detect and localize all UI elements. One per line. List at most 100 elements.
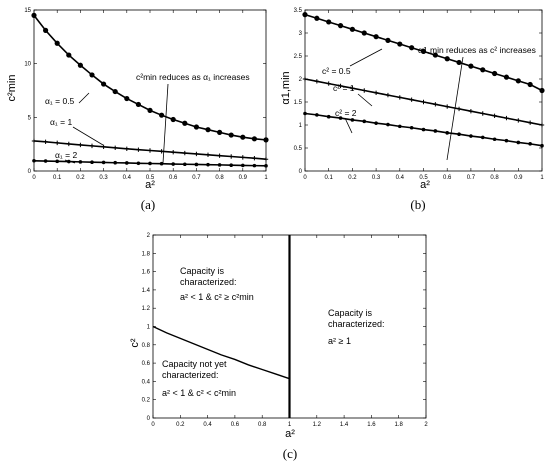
b-series-1-point [362, 88, 367, 93]
b-series-1-point [445, 104, 450, 109]
b-series-1-point [302, 76, 308, 82]
a-series-2-point [32, 159, 36, 163]
b-caption: (b) [410, 197, 425, 212]
c-ytick-label: 1.8 [142, 251, 151, 257]
b-series-0-point [456, 59, 462, 66]
a-series-2-point [159, 161, 164, 166]
b-series-0-point [468, 63, 474, 69]
b-xtick-label: 0.9 [514, 175, 523, 181]
b-series-0-point [409, 45, 415, 51]
a-series-1-point [217, 153, 222, 158]
a-series-0-point [54, 40, 60, 46]
c-xtick-label: 1 [288, 422, 292, 428]
b-series-0-point [444, 56, 450, 62]
b-series-0-point [480, 67, 486, 73]
a-xtick-label: 0.6 [169, 175, 178, 181]
a-label-alpha-1: α₁ = 1 [50, 117, 72, 127]
b-arrow-c2-1 [357, 93, 373, 107]
b-series-0-point [492, 70, 498, 77]
b-series-1-point [350, 86, 355, 91]
b-series-0-point [420, 48, 427, 55]
b-series-2-point [374, 121, 378, 125]
a-series-1-point [252, 156, 257, 161]
a-series-1-point [78, 142, 83, 148]
b-series-1-point [409, 97, 414, 102]
a-ytick-label: 5 [28, 115, 32, 121]
a-reduces-note: c²min reduces as α₁ increases [136, 72, 250, 82]
a-series-2-point [183, 162, 187, 167]
b-series-1-point [421, 99, 426, 105]
c-xtick-label: 1.6 [367, 422, 376, 428]
b-series-1-point [456, 106, 462, 112]
c-ytick-label: 0.4 [142, 379, 151, 385]
b-series-0-point [337, 23, 344, 29]
c-xtick-label: 0.2 [176, 422, 185, 428]
b-arrow-c2-0.5 [349, 48, 383, 67]
c-xtick-label: 0.4 [203, 422, 212, 428]
b-series-0-point [503, 74, 510, 80]
a-xtick-label: 0.2 [76, 175, 85, 181]
panel-b: 0 0.1 0.2 0.3 0.4 0.5 0.6 0.7 0.8 0.9 1 0 0.5 1 1.5 2 2.… [280, 8, 545, 212]
b-series-2-point [504, 138, 509, 143]
a-series-2-point [229, 163, 233, 168]
a-series-0-point [193, 124, 199, 130]
a-series-2-point [78, 160, 83, 164]
a-series-0-point [31, 12, 37, 18]
b-label-c2-0.5: c² = 0.5 [322, 66, 351, 76]
b-series-2-point [445, 131, 450, 135]
a-xtick-label: 0.5 [146, 175, 155, 181]
c-xlabel: a² [285, 428, 295, 440]
a-xtick-label: 0.8 [215, 175, 224, 181]
b-series-0-point [361, 30, 367, 36]
c-ytick-label: 0.8 [142, 343, 151, 349]
b-series-2-point [433, 129, 438, 133]
b-ytick-label: 0.5 [294, 146, 303, 152]
a-series-0-point [89, 72, 95, 78]
c-region1-line3: a² < 1 & c² ≥ c²min [180, 292, 254, 302]
b-xtick-label: 0.7 [467, 175, 476, 181]
b-series-2-point [480, 135, 485, 140]
b-ytick-label: 3.5 [294, 8, 303, 14]
c-ytick-label: 0 [147, 416, 151, 422]
b-series-1-point [492, 113, 497, 118]
b-series-2-point [528, 142, 532, 146]
b-series-0-point [302, 12, 308, 18]
b-series-2-point [469, 134, 473, 138]
b-ytick-label: 3 [299, 31, 303, 37]
c-xtick-label: 1.2 [313, 422, 322, 428]
b-ytick-label: 2.5 [294, 54, 303, 60]
a-series-0-point [43, 27, 49, 33]
b-series-2-point [338, 116, 343, 120]
b-series-1-point [516, 118, 521, 123]
a-series-0-point [112, 88, 118, 95]
c-ytick-label: 1 [147, 325, 151, 331]
b-series-1-point [397, 95, 402, 100]
b-label-c2-1: c² = 1 [333, 83, 355, 93]
b-series-0-point [432, 52, 438, 58]
a-series-0-point [263, 137, 269, 143]
b-arrow-reduces [446, 56, 464, 161]
c-ytick-label: 0.2 [142, 398, 151, 404]
a-arrow-alpha-1 [72, 126, 104, 146]
b-series-1-point [527, 120, 533, 125]
b-series-2-point [409, 125, 414, 130]
b-ytick-label: 1.5 [294, 100, 303, 106]
a-series-2-point [90, 160, 94, 164]
b-series-1-point [468, 109, 474, 114]
a-series-0-point [159, 112, 165, 118]
c-region1-line2: characterized: [180, 277, 237, 287]
c-xtick-label: 0 [151, 422, 155, 428]
b-series-2-point [326, 114, 331, 119]
b-series-0-point [515, 78, 521, 84]
b-series-1-point [373, 90, 379, 95]
c-ytick-label: 0.6 [142, 361, 151, 367]
a-series-1-point [66, 141, 71, 147]
b-series-1-point [314, 79, 320, 84]
a-series-1-point [124, 146, 129, 151]
c-ylabel: c² [129, 338, 141, 348]
a-label-alpha-2: α₁ = 2 [55, 150, 77, 160]
b-series-2-point [457, 132, 461, 136]
a-arrow-alpha-2 [64, 159, 76, 164]
